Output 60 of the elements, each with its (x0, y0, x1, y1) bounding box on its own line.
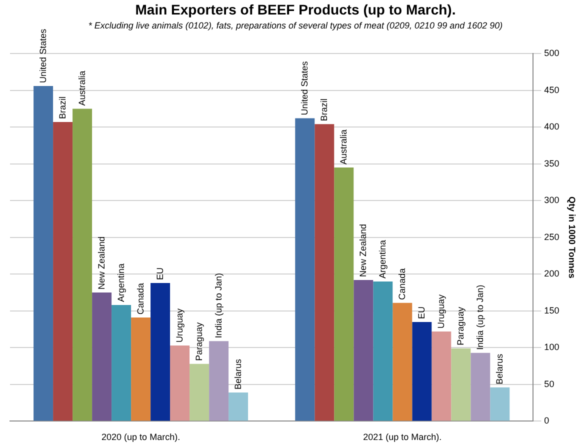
y-tick-label: 350 (544, 158, 560, 168)
text: United States (38, 28, 48, 83)
y-tick-label: 500 (544, 48, 560, 58)
bar (334, 168, 354, 421)
x-tick-label: 2021 (up to March). (363, 432, 442, 442)
y-tick-label: 50 (544, 378, 554, 389)
bar (72, 108, 92, 421)
text: Belarus (494, 354, 504, 384)
y-tick-label: 450 (544, 84, 560, 95)
bar (451, 348, 471, 421)
bar (190, 364, 210, 421)
bar (490, 387, 510, 421)
text: India (up to Jan) (213, 273, 224, 338)
chart-title: Main Exporters of BEEF Products (up to March). (135, 1, 456, 18)
y-tick-label: 100 (544, 342, 560, 352)
bar (470, 352, 490, 421)
bar (314, 124, 334, 421)
bar (131, 318, 151, 421)
bar (373, 282, 393, 421)
text: Australia (76, 70, 87, 106)
bar (34, 86, 54, 421)
text: Canada (135, 283, 146, 315)
text: Brazil (57, 96, 68, 119)
bar (53, 122, 73, 421)
text: Belarus (232, 358, 243, 390)
text: New Zealand (96, 236, 106, 290)
text: Argentina (116, 264, 126, 302)
text: Uruguay (174, 308, 184, 342)
bar (228, 392, 248, 421)
bar (412, 322, 432, 421)
text: EU (416, 306, 426, 319)
chart-subtitle: * Excluding live animals (0102), fats, preparations of several types of meat (0209, 0210 99 and 1602 90) (88, 20, 503, 31)
bar (295, 118, 315, 421)
bar (209, 341, 229, 421)
y-tick-label: 200 (544, 268, 560, 279)
y-tick-label: 400 (544, 122, 560, 132)
text: Paraguay (194, 322, 204, 361)
text: Canada (396, 268, 407, 300)
text: India (up to Jan) (474, 284, 485, 350)
bar (392, 302, 412, 421)
text: Uruguay (436, 294, 446, 329)
text: New Zealand (358, 224, 368, 278)
text: EU (154, 267, 165, 280)
y-tick-label: 300 (544, 195, 560, 206)
x-tick-label: 2020 (up to March). (102, 432, 180, 442)
y-axis-title: Qty in 1000 Tonnes (567, 196, 578, 278)
text: Argentina (377, 240, 388, 279)
bar (170, 345, 190, 421)
y-tick-label: 250 (544, 232, 560, 242)
y-tick-label: 150 (544, 305, 560, 316)
y-tick-label: 0 (544, 416, 550, 426)
text: Australia (338, 130, 348, 165)
text: Brazil (318, 98, 329, 122)
text: United States (299, 61, 310, 116)
text: Paraguay (455, 306, 466, 346)
bar (432, 332, 452, 421)
bar (354, 280, 374, 421)
bar (92, 292, 112, 421)
bar (150, 282, 170, 421)
bar (112, 305, 132, 421)
